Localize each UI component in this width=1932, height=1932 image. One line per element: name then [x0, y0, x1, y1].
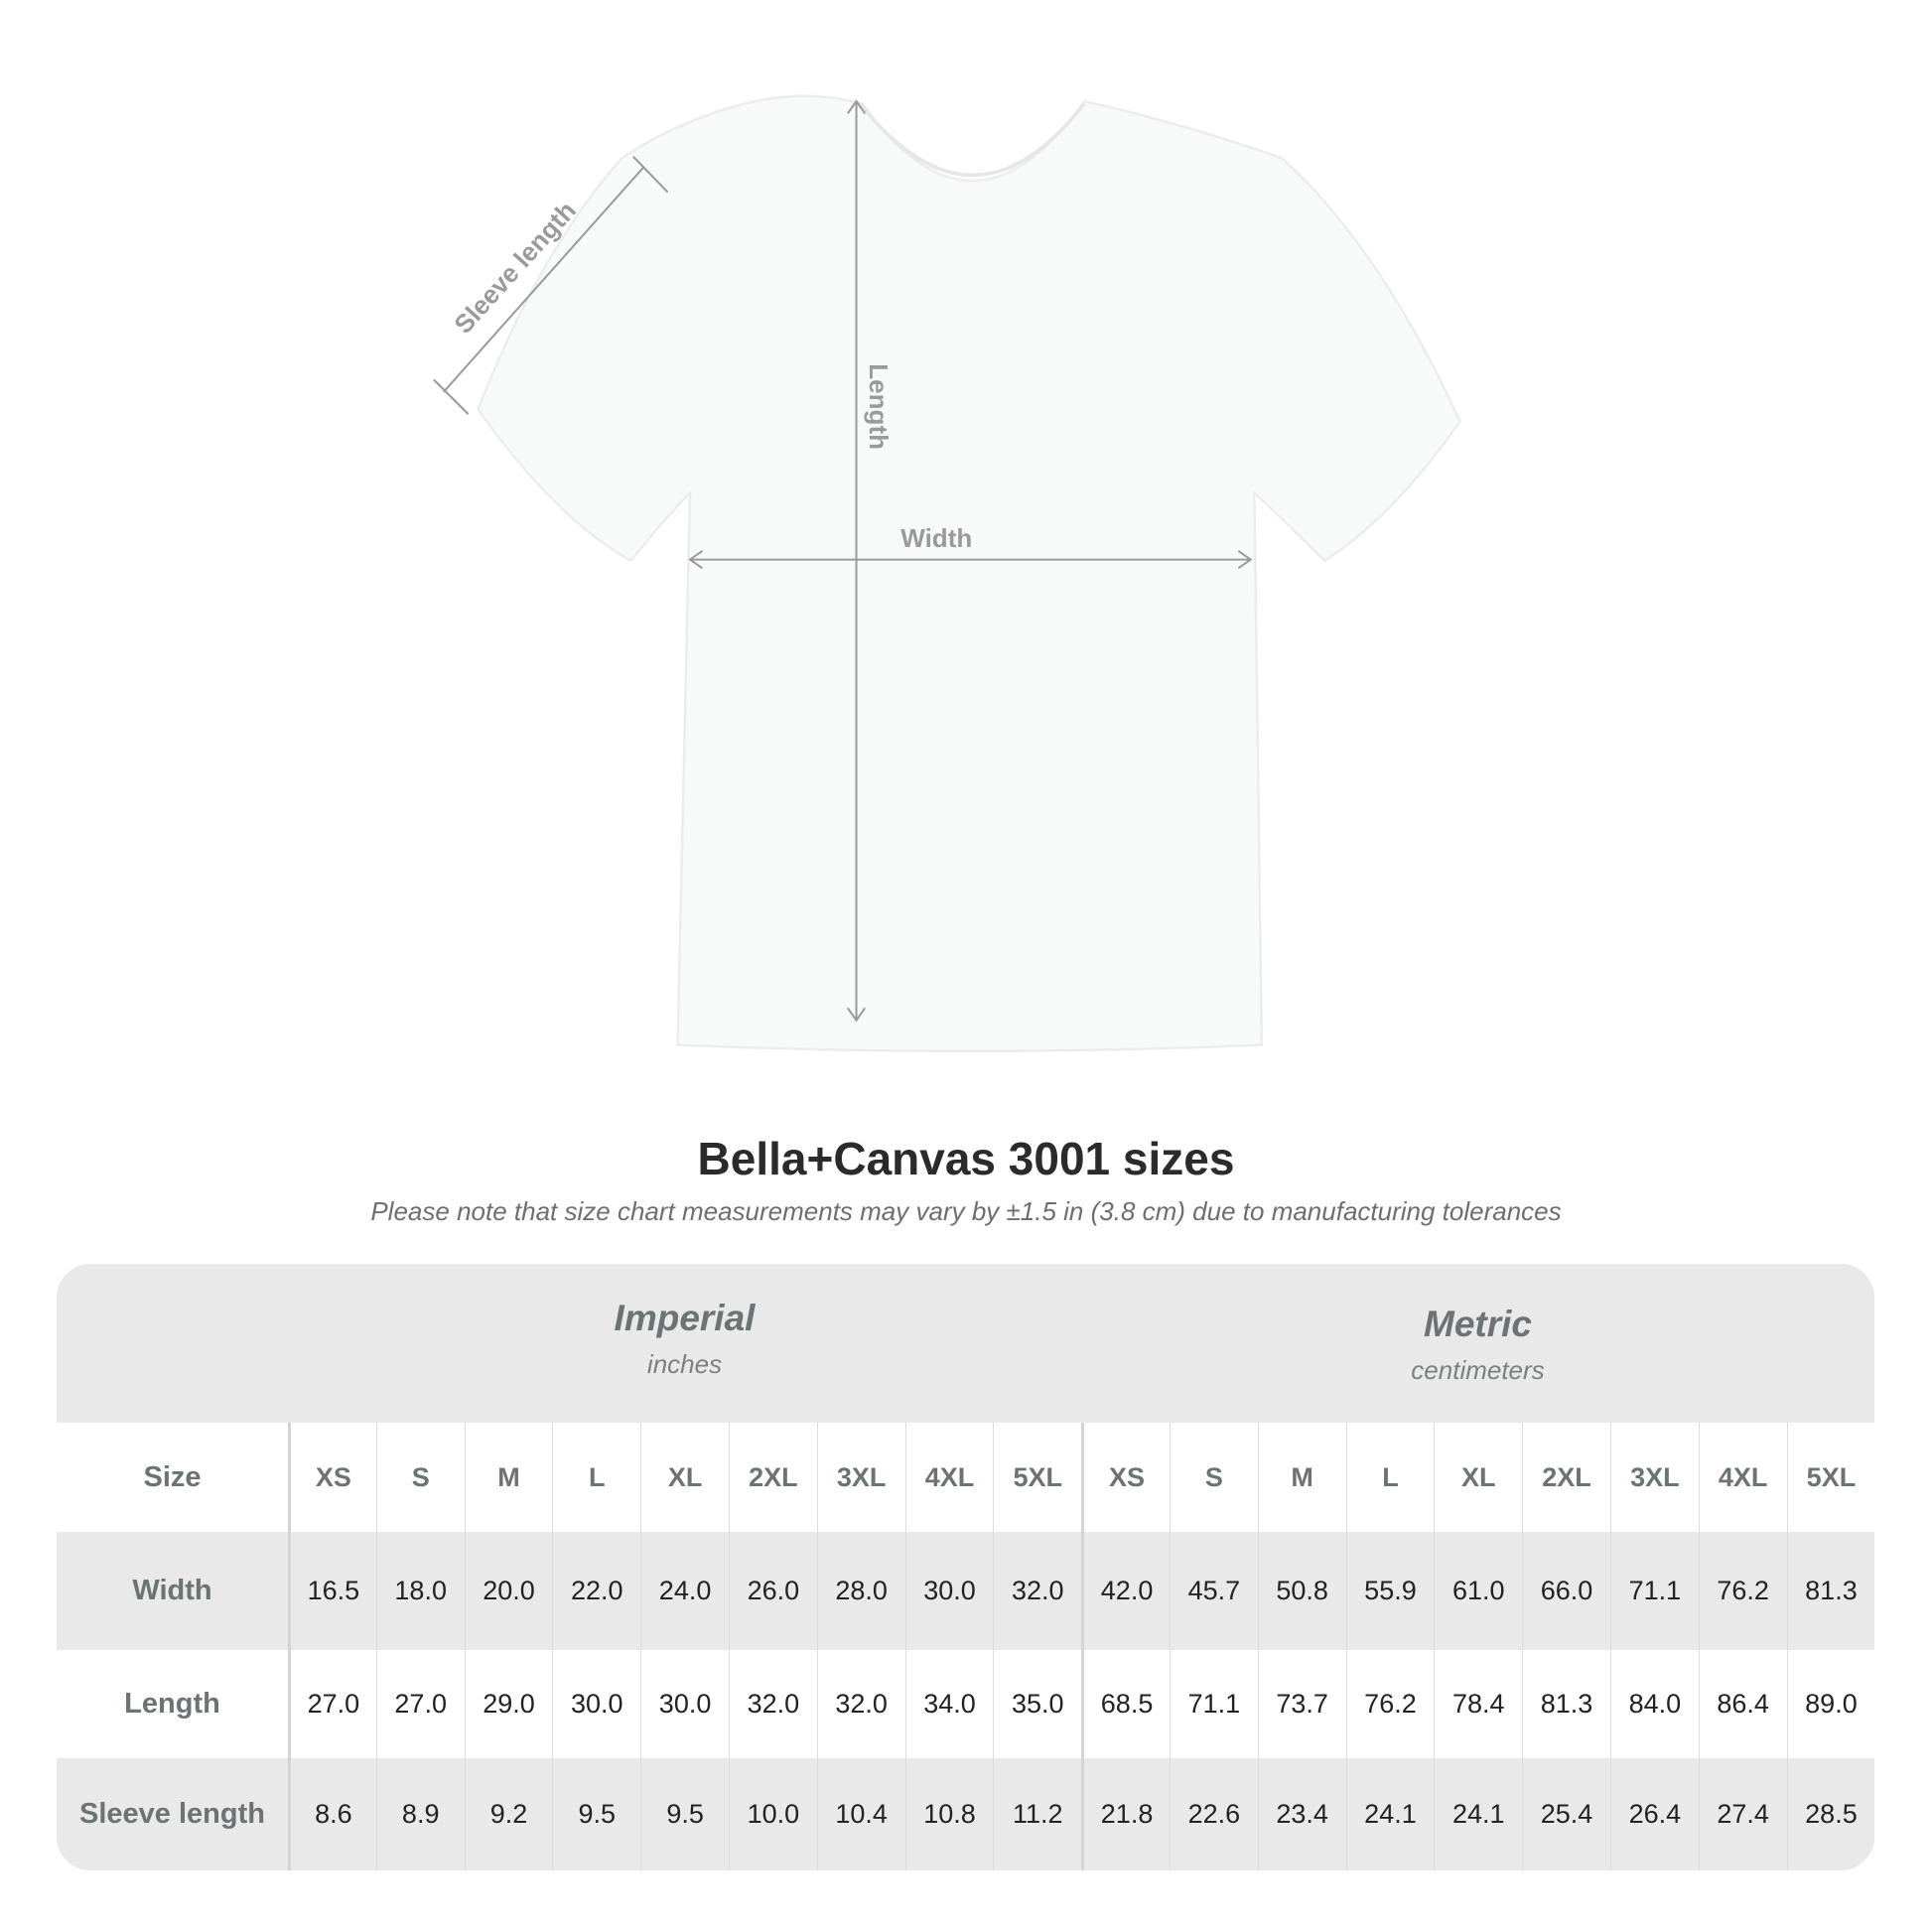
table-cell-imperial: 32.0: [816, 1650, 905, 1758]
width-label: Width: [900, 523, 972, 553]
imperial-title: Imperial: [614, 1298, 756, 1338]
table-cell-imperial: 9.5: [640, 1758, 729, 1870]
table-cell-imperial: 32.0: [728, 1650, 817, 1758]
table-cell-imperial: 30.0: [640, 1650, 729, 1758]
table-cell-metric: 23.4: [1257, 1758, 1346, 1870]
table-cell-metric: 27.4: [1698, 1758, 1787, 1870]
table-cell-metric: 89.0: [1786, 1650, 1874, 1758]
size-header-metric: S: [1169, 1423, 1258, 1532]
table-cell-imperial: 8.9: [375, 1758, 465, 1870]
imperial-header: Imperial inches: [288, 1264, 1081, 1456]
table-cell-metric: 24.1: [1345, 1758, 1435, 1870]
table-cell-imperial: 30.0: [904, 1532, 994, 1650]
size-header-metric: 2XL: [1522, 1423, 1610, 1532]
size-header-imperial: XL: [640, 1423, 729, 1532]
size-header-imperial: M: [464, 1423, 553, 1532]
table-cell-imperial: 35.0: [993, 1650, 1081, 1758]
table-cell-metric: 25.4: [1522, 1758, 1610, 1870]
table-cell-imperial: 20.0: [464, 1532, 553, 1650]
tshirt-image: [477, 94, 1462, 1052]
table-cell-metric: 86.4: [1698, 1650, 1787, 1758]
table-cell-imperial: 8.6: [288, 1758, 376, 1870]
imperial-unit: inches: [646, 1349, 723, 1379]
size-header-metric: XS: [1081, 1423, 1170, 1532]
table-row: Sleeve length 8.6 8.9 9.2 9.5 9.5 10.0 10.4 10.8…: [57, 1758, 1874, 1870]
table-cell-imperial: 11.2: [993, 1758, 1081, 1870]
table-cell-metric: 73.7: [1257, 1650, 1346, 1758]
size-header-imperial: 2XL: [728, 1423, 817, 1532]
size-header-imperial: XS: [288, 1423, 376, 1532]
table-cell-metric: 81.3: [1786, 1532, 1874, 1650]
metric-header: Metric centimeters: [1081, 1264, 1874, 1462]
length-label: Length: [864, 363, 894, 450]
table-cell-imperial: 30.0: [552, 1650, 640, 1758]
table-cell-imperial: 9.2: [464, 1758, 553, 1870]
tolerance-note: Please note that size chart measurements…: [370, 1196, 1562, 1226]
table-cell-metric: 71.1: [1609, 1532, 1699, 1650]
table-cell-imperial: 24.0: [640, 1532, 729, 1650]
size-header-imperial: L: [552, 1423, 640, 1532]
table-cell-metric: 28.5: [1786, 1758, 1874, 1870]
table-cell-metric: 84.0: [1609, 1650, 1699, 1758]
table-cell-imperial: 22.0: [552, 1532, 640, 1650]
table-cell-metric: 68.5: [1081, 1650, 1170, 1758]
size-header-metric: M: [1257, 1423, 1346, 1532]
table-cell-imperial: 27.0: [288, 1650, 376, 1758]
table-cell-metric: 26.4: [1609, 1758, 1699, 1870]
table-cell-metric: 55.9: [1345, 1532, 1435, 1650]
table-cell-imperial: 10.4: [816, 1758, 905, 1870]
table-cell-imperial: 32.0: [993, 1532, 1081, 1650]
table-cell-metric: 66.0: [1522, 1532, 1610, 1650]
row-label: Length: [124, 1688, 220, 1720]
size-header-imperial: 4XL: [904, 1423, 994, 1532]
size-header-row: Size XS S M L XL 2XL 3XL 4XL 5XL XS S M L XL 2XL 3XL 4XL 5…: [57, 1423, 1874, 1532]
table-cell-metric: 45.7: [1169, 1532, 1258, 1650]
row-label: Width: [132, 1575, 212, 1606]
row-label: Size: [143, 1460, 202, 1493]
table-cell-metric: 76.2: [1698, 1532, 1787, 1650]
table-cell-imperial: 9.5: [552, 1758, 640, 1870]
table-cell-imperial: 34.0: [904, 1650, 994, 1758]
size-header-metric: 4XL: [1698, 1423, 1787, 1532]
table-cell-metric: 42.0: [1081, 1532, 1170, 1650]
size-header-metric: 5XL: [1786, 1423, 1874, 1532]
table-cell-imperial: 10.8: [904, 1758, 994, 1870]
table-cell-metric: 61.0: [1434, 1532, 1522, 1650]
table-row: Length 27.0 27.0 29.0 30.0 30.0 32.0 32.0 34.0 35…: [57, 1650, 1874, 1758]
table-cell-imperial: 18.0: [375, 1532, 465, 1650]
size-header-imperial: S: [375, 1423, 465, 1532]
table-cell-imperial: 28.0: [816, 1532, 905, 1650]
size-header-metric: 3XL: [1609, 1423, 1699, 1532]
metric-title: Metric: [1424, 1304, 1532, 1344]
table-cell-metric: 78.4: [1434, 1650, 1522, 1758]
table-row: Width 16.5 18.0 20.0 22.0 24.0 26.0 28.0 30.0 32.…: [57, 1532, 1874, 1650]
table-cell-imperial: 27.0: [375, 1650, 465, 1758]
table-cell-imperial: 10.0: [728, 1758, 817, 1870]
table-cell-imperial: 16.5: [288, 1532, 376, 1650]
tshirt-diagram: Sleeve length Length Width: [433, 94, 1462, 1052]
table-cell-metric: 71.1: [1169, 1650, 1258, 1758]
chart-title: Bella+Canvas 3001 sizes: [697, 1133, 1235, 1184]
table-cell-metric: 22.6: [1169, 1758, 1258, 1870]
table-cell-imperial: 29.0: [464, 1650, 553, 1758]
row-label: Sleeve length: [79, 1798, 265, 1830]
measurement-lines: [433, 99, 1253, 1023]
table-cell-metric: 81.3: [1522, 1650, 1610, 1758]
table-cell-imperial: 26.0: [728, 1532, 817, 1650]
table-cell-metric: 24.1: [1434, 1758, 1522, 1870]
size-header-metric: L: [1345, 1423, 1435, 1532]
table-cell-metric: 21.8: [1081, 1758, 1170, 1870]
size-header-metric: XL: [1434, 1423, 1522, 1532]
metric-unit: centimeters: [1411, 1355, 1545, 1385]
size-table: Imperial inches Metric centimeters Size X…: [57, 1264, 1874, 1870]
size-header-imperial: 3XL: [816, 1423, 905, 1532]
table-cell-metric: 76.2: [1345, 1650, 1435, 1758]
table-cell-metric: 50.8: [1257, 1532, 1346, 1650]
size-header-imperial: 5XL: [993, 1423, 1081, 1532]
